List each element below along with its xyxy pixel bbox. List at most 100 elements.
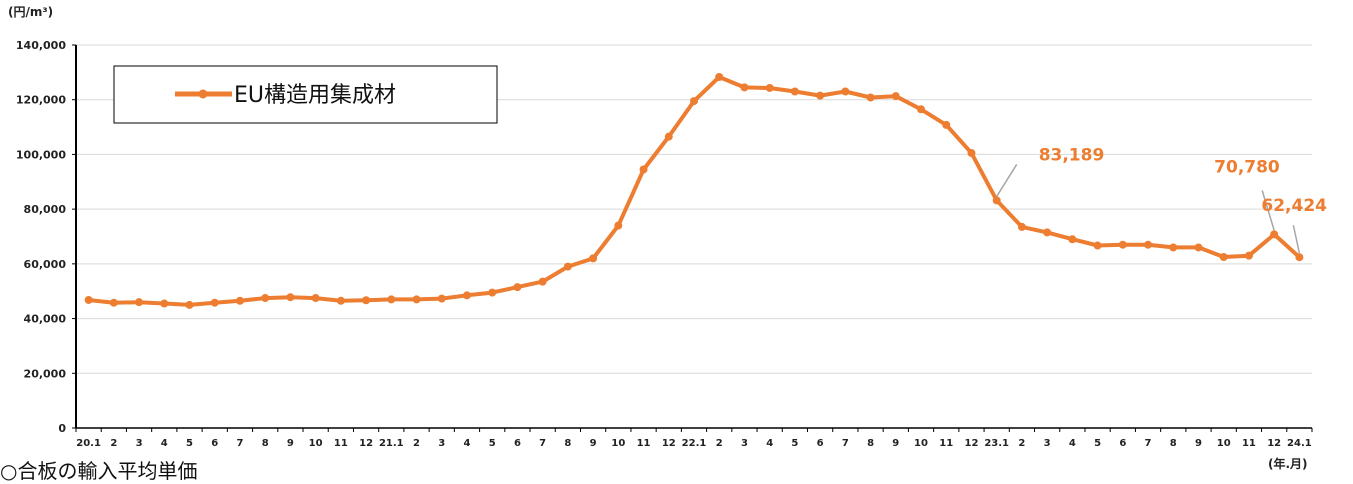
- data-point: [84, 295, 93, 304]
- data-point: [589, 254, 598, 263]
- series-group: [84, 73, 1304, 309]
- data-point: [1093, 241, 1102, 250]
- y-tick-label: 20,000: [24, 367, 67, 380]
- x-tick-label: 4: [766, 438, 773, 449]
- data-point: [437, 294, 446, 303]
- y-unit-label: (円/m³): [8, 5, 53, 19]
- y-tick-label: 140,000: [16, 39, 66, 52]
- data-point: [917, 105, 926, 114]
- data-point: [1270, 230, 1279, 239]
- data-point: [261, 294, 270, 303]
- annotations: 83,189 70,780 62,424: [996, 145, 1327, 254]
- data-point: [614, 221, 623, 230]
- x-tick-label: 11: [939, 438, 953, 449]
- x-tick-label: 9: [287, 438, 294, 449]
- x-axis-ticks: 20.1 2 3 4 5 6 7 8 9 10 11 12 21.1 2 3 4 5 6 7 8 9 10 11 12 22.1…: [75, 428, 1313, 449]
- legend-marker: [198, 89, 208, 99]
- data-point: [866, 93, 875, 102]
- x-tick-label: 12: [359, 438, 373, 449]
- data-point: [1169, 243, 1178, 252]
- data-point: [790, 87, 799, 96]
- x-tick-label: 10: [309, 438, 323, 449]
- data-label: 83,189: [1039, 145, 1105, 165]
- x-tick-label: 11: [334, 438, 348, 449]
- data-point: [1244, 251, 1253, 260]
- annotation-leader: [996, 164, 1018, 197]
- x-tick-label: 5: [791, 438, 798, 449]
- data-point: [992, 196, 1001, 205]
- data-point: [690, 97, 698, 106]
- x-tick-label: 7: [842, 438, 849, 449]
- x-tick-label: 6: [211, 438, 218, 449]
- annotation-leader: [1292, 225, 1301, 254]
- data-point: [185, 300, 194, 309]
- data-point: [563, 262, 572, 271]
- y-tick-label: 80,000: [24, 203, 67, 216]
- x-tick-label: 3: [1044, 438, 1051, 449]
- data-point: [1043, 228, 1052, 237]
- data-point: [1144, 240, 1153, 249]
- y-tick-label: 40,000: [24, 313, 67, 326]
- y-tick-label: 100,000: [16, 148, 66, 161]
- x-tick-label: 11: [637, 438, 651, 449]
- x-tick-label: 8: [1170, 438, 1177, 449]
- data-point: [235, 296, 244, 305]
- data-point: [488, 288, 497, 297]
- x-tick-label: 5: [186, 438, 193, 449]
- x-tick-label: 6: [514, 438, 521, 449]
- data-point: [841, 87, 850, 96]
- data-point: [891, 92, 900, 101]
- data-point: [362, 296, 371, 305]
- data-point: [715, 73, 724, 82]
- x-tick-label: 12: [662, 438, 676, 449]
- data-point: [942, 120, 951, 129]
- x-tick-label: 10: [611, 438, 625, 449]
- x-tick-label: 2: [413, 438, 420, 449]
- x-tick-label: 7: [236, 438, 243, 449]
- x-tick-label: 4: [161, 438, 168, 449]
- x-tick-label: 4: [463, 438, 470, 449]
- data-point: [639, 165, 648, 174]
- x-tick-label: 2: [110, 438, 117, 449]
- x-tick-label: 11: [1242, 438, 1256, 449]
- data-point: [1194, 243, 1203, 252]
- data-point: [311, 294, 320, 303]
- data-point: [387, 295, 396, 304]
- y-tick-label: 120,000: [16, 94, 66, 107]
- x-tick-label: 3: [438, 438, 445, 449]
- y-axis-ticks: 0 20,000 40,000 60,000 80,000 100,000 120,000 1…: [16, 39, 76, 435]
- x-tick-label: 3: [741, 438, 748, 449]
- data-point: [1017, 222, 1026, 231]
- legend: EU構造用集成材: [113, 65, 498, 124]
- data-point: [462, 291, 471, 300]
- data-point: [513, 283, 522, 292]
- x-tick-label: 6: [1119, 438, 1126, 449]
- data-point: [135, 298, 144, 307]
- x-tick-label: 9: [892, 438, 899, 449]
- data-point: [109, 298, 118, 307]
- x-tick-label: 7: [539, 438, 546, 449]
- x-tick-label: 8: [564, 438, 571, 449]
- data-point: [1219, 253, 1228, 262]
- x-tick-label: 9: [590, 438, 597, 449]
- data-label: 62,424: [1261, 196, 1327, 216]
- x-tick-label: 12: [965, 438, 979, 449]
- data-label: 70,780: [1214, 157, 1280, 177]
- data-point: [1295, 253, 1304, 262]
- x-tick-label: 23.1: [984, 438, 1009, 449]
- y-tick-label: 0: [58, 422, 66, 435]
- x-tick-label: 22.1: [682, 438, 707, 449]
- data-point: [210, 298, 219, 307]
- next-section-heading: ○合板の輸入平均単価: [0, 459, 198, 483]
- x-tick-label: 2: [1018, 438, 1025, 449]
- x-tick-label: 10: [1217, 438, 1231, 449]
- x-tick-label: 8: [262, 438, 269, 449]
- data-point: [286, 293, 295, 302]
- x-tick-label: 24.1: [1287, 438, 1312, 449]
- data-point: [160, 299, 169, 308]
- legend-label: EU構造用集成材: [234, 83, 396, 108]
- data-point: [740, 83, 749, 92]
- x-tick-label: 2: [716, 438, 723, 449]
- x-tick-label: 21.1: [379, 438, 404, 449]
- data-point: [664, 132, 673, 141]
